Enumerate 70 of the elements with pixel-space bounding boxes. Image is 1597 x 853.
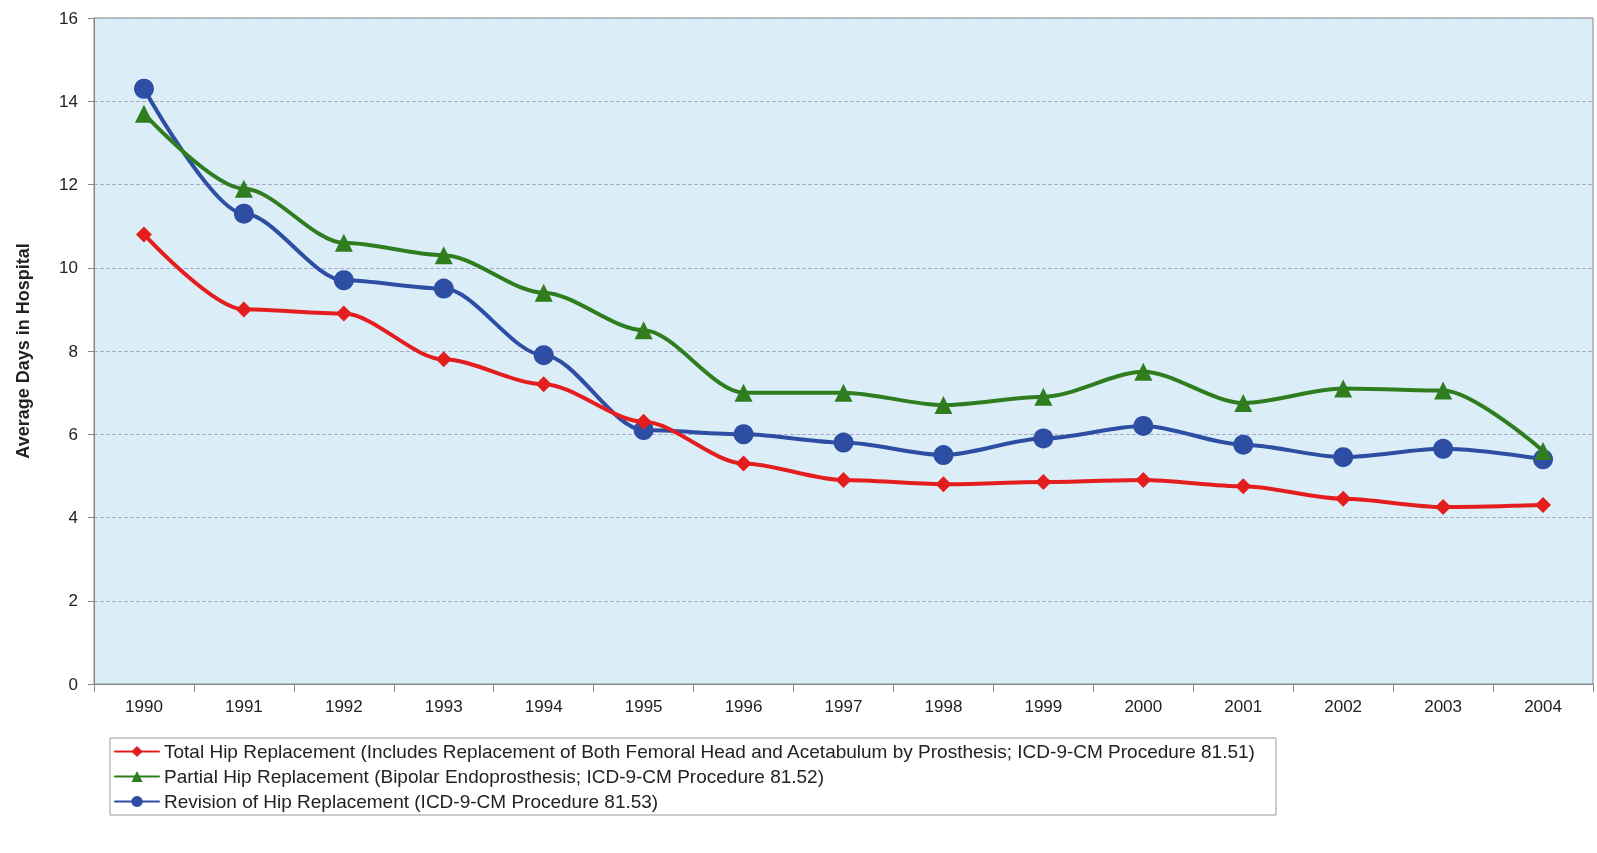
point [1033,428,1054,449]
y-tick-label: 12 [59,175,78,194]
point [635,413,652,430]
y-tick-label: 6 [68,424,78,444]
y-tick-label: 0 [68,674,78,694]
point [834,383,853,402]
y-tick-label: 8 [68,341,78,361]
x-tick-label: 1994 [524,697,563,716]
point [1433,438,1454,459]
x-tick-label: 2001 [1224,697,1263,716]
point [1134,362,1153,381]
point [134,104,153,123]
point [1234,394,1253,413]
x-tick-label: 1992 [324,697,363,716]
x-tick-label: 1990 [125,697,163,716]
point [1333,447,1354,468]
point [235,301,252,318]
point [935,476,952,493]
point [435,351,452,368]
point [734,383,753,402]
x-tick-label: 1996 [724,697,763,716]
point [433,278,454,299]
point [934,396,953,415]
point [133,78,154,99]
y-tick-label: 16 [59,8,78,28]
point [733,424,754,445]
y-tick-label: 10 [59,258,78,278]
point [135,226,152,243]
point [1034,387,1053,406]
x-tick-label: 1998 [924,697,963,716]
y-tick-label: 4 [68,508,78,527]
point [933,445,954,466]
y-axis-title: Average Days in Hospital [13,243,33,459]
x-tick-label: 1997 [824,697,863,716]
point [533,345,554,366]
point [833,432,854,453]
point [1035,474,1052,491]
x-tick-label: 1995 [624,697,663,716]
x-tick-label: 1993 [424,697,463,716]
point [233,203,254,224]
point [334,233,353,252]
y-tick-label: 14 [59,91,78,111]
x-tick-label: 2002 [1324,697,1363,716]
x-tick-label: 1999 [1024,697,1063,716]
point [1335,490,1352,507]
legend-label: Total Hip Replacement (Includes Replacement of Both Femoral Head and Acetabulum by Prosthesis; ICD-9-CM Procedure 81.51) [164,741,1255,762]
point [1133,415,1154,436]
legend-label: Partial Hip Replacement (Bipolar Endoprosthesis; ICD-9-CM Procedure 81.52) [164,766,825,787]
x-tick-label: 1991 [224,697,263,716]
point [735,455,752,472]
point [535,376,552,393]
point [835,472,852,489]
point [1334,379,1353,398]
point [434,246,453,265]
point [335,305,352,322]
x-tick-label: 2004 [1524,697,1562,716]
legend-label: Revision of Hip Replacement (ICD-9-CM Procedure 81.53) [164,791,659,812]
x-tick-label: 2003 [1424,697,1463,716]
point [234,179,253,198]
point [1434,381,1453,400]
y-tick-label: 2 [68,591,78,611]
point [1233,434,1254,455]
point [634,321,653,340]
point [1535,497,1552,514]
point [333,270,354,291]
point [1534,441,1553,460]
point [534,283,553,302]
point [1135,472,1152,489]
point [1235,478,1252,495]
x-tick-label: 2000 [1124,697,1163,716]
